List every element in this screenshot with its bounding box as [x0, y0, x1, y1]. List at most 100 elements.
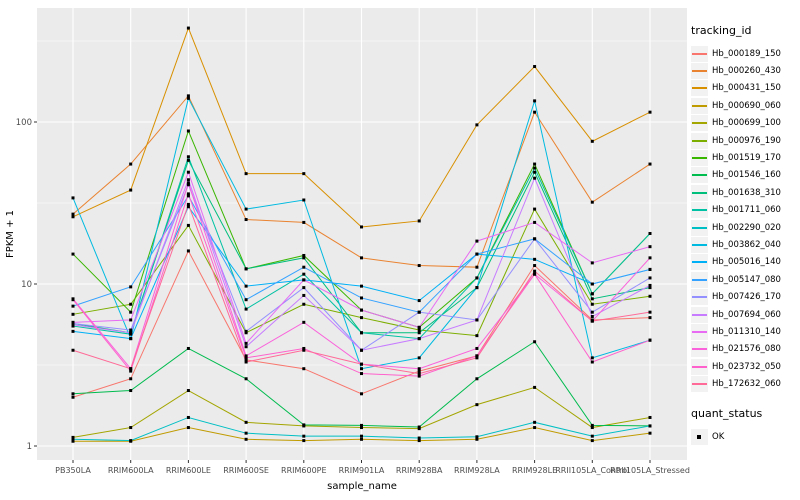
data-point: [533, 257, 537, 261]
data-point: [302, 346, 306, 350]
data-point: [533, 426, 537, 430]
y-axis-title: FPKM + 1: [5, 210, 16, 258]
data-point: [71, 212, 75, 216]
data-point: [302, 367, 306, 371]
data-point: [244, 298, 248, 302]
data-point: [186, 94, 190, 98]
data-point: [475, 239, 479, 243]
legend-entry-Hb_011310_140: Hb_011310_140: [691, 323, 799, 340]
data-point: [590, 356, 594, 360]
legend-entry-label: Hb_000976_190: [712, 135, 781, 146]
data-point: [186, 181, 190, 185]
data-point: [302, 253, 306, 257]
legend-entry-label: Hb_021576_080: [712, 344, 781, 355]
data-point: [129, 331, 133, 335]
legend-entry-Hb_023732_050: Hb_023732_050: [691, 358, 799, 375]
data-point: [71, 298, 75, 302]
data-point: [533, 65, 537, 69]
legend-entry-label: Hb_000431_150: [712, 83, 781, 94]
data-point: [71, 395, 75, 399]
data-point: [475, 276, 479, 280]
data-point: [533, 385, 537, 389]
data-point: [129, 389, 133, 393]
data-point: [590, 200, 594, 204]
legend-entry-label: Hb_005147_080: [712, 274, 781, 285]
data-point: [417, 427, 421, 431]
legend-entry-label: Hb_001711_060: [712, 205, 781, 216]
data-point: [417, 372, 421, 376]
data-point: [533, 166, 537, 170]
data-point: [417, 369, 421, 373]
data-point: [186, 202, 190, 206]
legend-key-line-icon: [691, 45, 708, 62]
x-tick-label: RRIM928LE: [512, 466, 557, 475]
data-point: [302, 198, 306, 202]
data-point: [417, 337, 421, 341]
legend-key-line-icon: [691, 97, 708, 114]
data-point: [129, 377, 133, 381]
data-point: [417, 367, 421, 371]
data-point: [590, 297, 594, 301]
data-point: [302, 172, 306, 176]
data-point: [244, 354, 248, 358]
data-point: [533, 176, 537, 180]
data-point: [302, 272, 306, 276]
data-point: [475, 252, 479, 256]
legend-entry-Hb_000260_430: Hb_000260_430: [691, 62, 799, 80]
data-point: [475, 354, 479, 358]
data-point: [302, 256, 306, 260]
data-point: [186, 170, 190, 174]
legend-entry-Hb_002290_020: Hb_002290_020: [691, 219, 799, 236]
x-tick-label: RRIM928BA: [396, 466, 443, 475]
x-tick-label: RRIM928LA: [454, 466, 500, 475]
data-point: [590, 360, 594, 364]
data-point: [417, 264, 421, 268]
data-point: [533, 99, 537, 103]
data-point: [71, 312, 75, 316]
data-point: [648, 286, 652, 290]
legend-entry-label: Hb_000260_430: [712, 66, 781, 77]
legend-key-line-icon: [691, 150, 708, 167]
data-point: [533, 237, 537, 241]
data-point: [417, 331, 421, 335]
data-point: [360, 372, 363, 376]
data-point: [302, 320, 306, 324]
data-point: [129, 302, 133, 306]
data-point: [302, 293, 306, 297]
legend-section-quant-status: quant_status OK: [691, 407, 799, 445]
data-point: [244, 360, 248, 364]
data-point: [186, 183, 190, 187]
data-point: [186, 192, 190, 196]
data-point: [475, 377, 479, 381]
data-point: [475, 286, 479, 290]
legend-entry-Hb_007426_170: Hb_007426_170: [691, 288, 799, 306]
legend-key-line-icon: [691, 63, 708, 80]
data-point: [590, 426, 594, 430]
legend-entry-Hb_000976_190: Hb_000976_190: [691, 132, 799, 149]
data-point: [417, 219, 421, 223]
data-point: [186, 178, 190, 182]
data-point: [475, 403, 479, 407]
data-point: [360, 308, 363, 312]
legend-entry-label: Hb_002290_020: [712, 222, 781, 233]
data-point: [302, 348, 306, 352]
data-point: [129, 318, 133, 322]
y-tick-label: 1: [27, 442, 32, 452]
data-point: [590, 439, 594, 443]
legend-entry-Hb_005147_080: Hb_005147_080: [691, 271, 799, 288]
data-point: [533, 269, 537, 273]
legend-entry-label: Hb_172632_060: [712, 379, 781, 390]
data-point: [417, 436, 421, 440]
legend-entry-Hb_001546_160: Hb_001546_160: [691, 167, 799, 184]
legend-entry-label: Hb_011310_140: [712, 326, 781, 337]
legend-key-line-icon: [691, 306, 708, 323]
x-tick-label: RRIM600SE: [223, 466, 269, 475]
data-point: [417, 425, 421, 429]
data-point: [302, 286, 306, 290]
data-point: [648, 110, 652, 114]
data-point: [417, 299, 421, 303]
data-point: [360, 437, 363, 441]
data-point: [417, 328, 421, 332]
